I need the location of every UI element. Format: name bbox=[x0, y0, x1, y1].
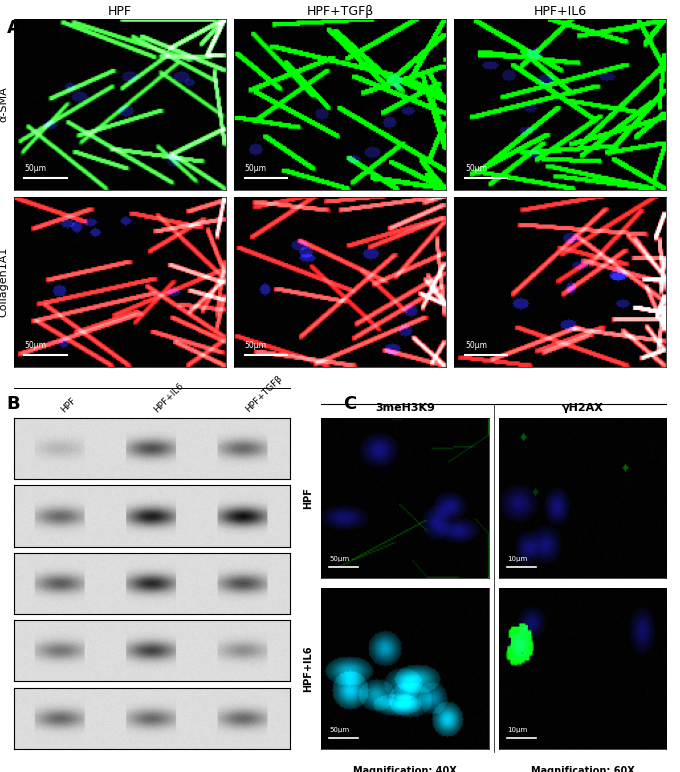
Text: 50μm: 50μm bbox=[465, 341, 487, 350]
Text: 10μm: 10μm bbox=[507, 557, 528, 563]
Text: 50μm: 50μm bbox=[245, 341, 267, 350]
Text: γH2AX: γH2AX bbox=[562, 403, 604, 413]
Text: 50μm: 50μm bbox=[24, 164, 46, 173]
Text: 50μm: 50μm bbox=[24, 341, 46, 350]
Text: 50μm: 50μm bbox=[329, 726, 350, 733]
Y-axis label: α-SMA: α-SMA bbox=[0, 86, 8, 123]
Text: HPF+IL6: HPF+IL6 bbox=[303, 645, 313, 692]
Text: 3meH3K9: 3meH3K9 bbox=[375, 403, 435, 413]
Text: 10μm: 10μm bbox=[507, 726, 528, 733]
Text: 50μm: 50μm bbox=[245, 164, 267, 173]
Y-axis label: Collagen1A1: Collagen1A1 bbox=[0, 246, 8, 317]
Text: HPF: HPF bbox=[303, 487, 313, 509]
Text: C: C bbox=[343, 395, 356, 413]
Text: HPF+IL6: HPF+IL6 bbox=[152, 381, 185, 414]
Text: Magnification: 40X: Magnification: 40X bbox=[353, 766, 457, 772]
Text: Magnification: 60X: Magnification: 60X bbox=[530, 766, 634, 772]
Title: HPF+IL6: HPF+IL6 bbox=[534, 5, 587, 18]
Title: HPF: HPF bbox=[107, 5, 131, 18]
Text: A: A bbox=[7, 19, 20, 37]
Text: 50μm: 50μm bbox=[329, 557, 350, 563]
Text: 50μm: 50μm bbox=[465, 164, 487, 173]
Title: HPF+TGFβ: HPF+TGFβ bbox=[307, 5, 373, 18]
Text: HPF: HPF bbox=[60, 395, 78, 414]
Text: HPF+TGFβ: HPF+TGFβ bbox=[244, 374, 284, 414]
Text: B: B bbox=[7, 395, 20, 413]
